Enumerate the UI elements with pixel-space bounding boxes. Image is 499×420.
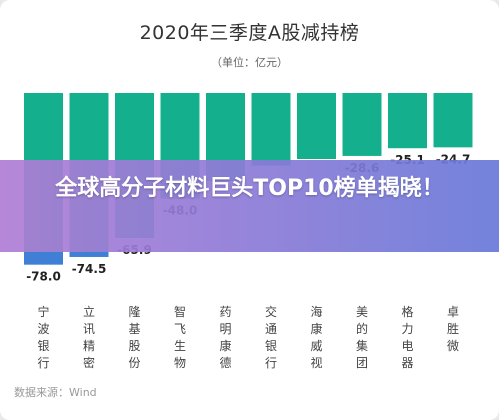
bar-9 bbox=[433, 93, 473, 148]
value-label-1: -74.5 bbox=[72, 262, 107, 276]
chart-title: 2020年三季度A股减持榜 bbox=[139, 22, 360, 44]
category-label-5: 交通银行 bbox=[265, 304, 277, 370]
headline-banner bbox=[0, 160, 499, 252]
chart-subtitle: （单位：亿元） bbox=[211, 56, 288, 69]
category-label-1: 立讯精密 bbox=[83, 304, 95, 370]
bar-shade-1 bbox=[69, 252, 109, 257]
category-label-0: 宁波银行 bbox=[37, 304, 49, 370]
headline-text: 全球高分子材料巨头TOP10榜单揭晓！ bbox=[55, 176, 444, 201]
category-label-4: 药明康德 bbox=[219, 305, 231, 370]
bar-7 bbox=[342, 93, 382, 156]
category-label-2: 隆基股份 bbox=[128, 304, 140, 370]
bar-5 bbox=[251, 93, 291, 166]
category-label-7: 美的集团 bbox=[356, 305, 368, 370]
category-label-3: 智飞生物 bbox=[174, 304, 186, 370]
source-note: 数据来源：Wind bbox=[14, 386, 97, 399]
category-label-9: 卓胜微 bbox=[447, 305, 459, 353]
category-label-6: 海康威视 bbox=[310, 304, 322, 370]
bar-shade-0 bbox=[24, 252, 63, 265]
bar-8 bbox=[388, 93, 427, 149]
bar-6 bbox=[297, 93, 336, 159]
category-label-8: 格力电器 bbox=[401, 304, 413, 370]
value-label-0: -78.0 bbox=[26, 270, 61, 284]
